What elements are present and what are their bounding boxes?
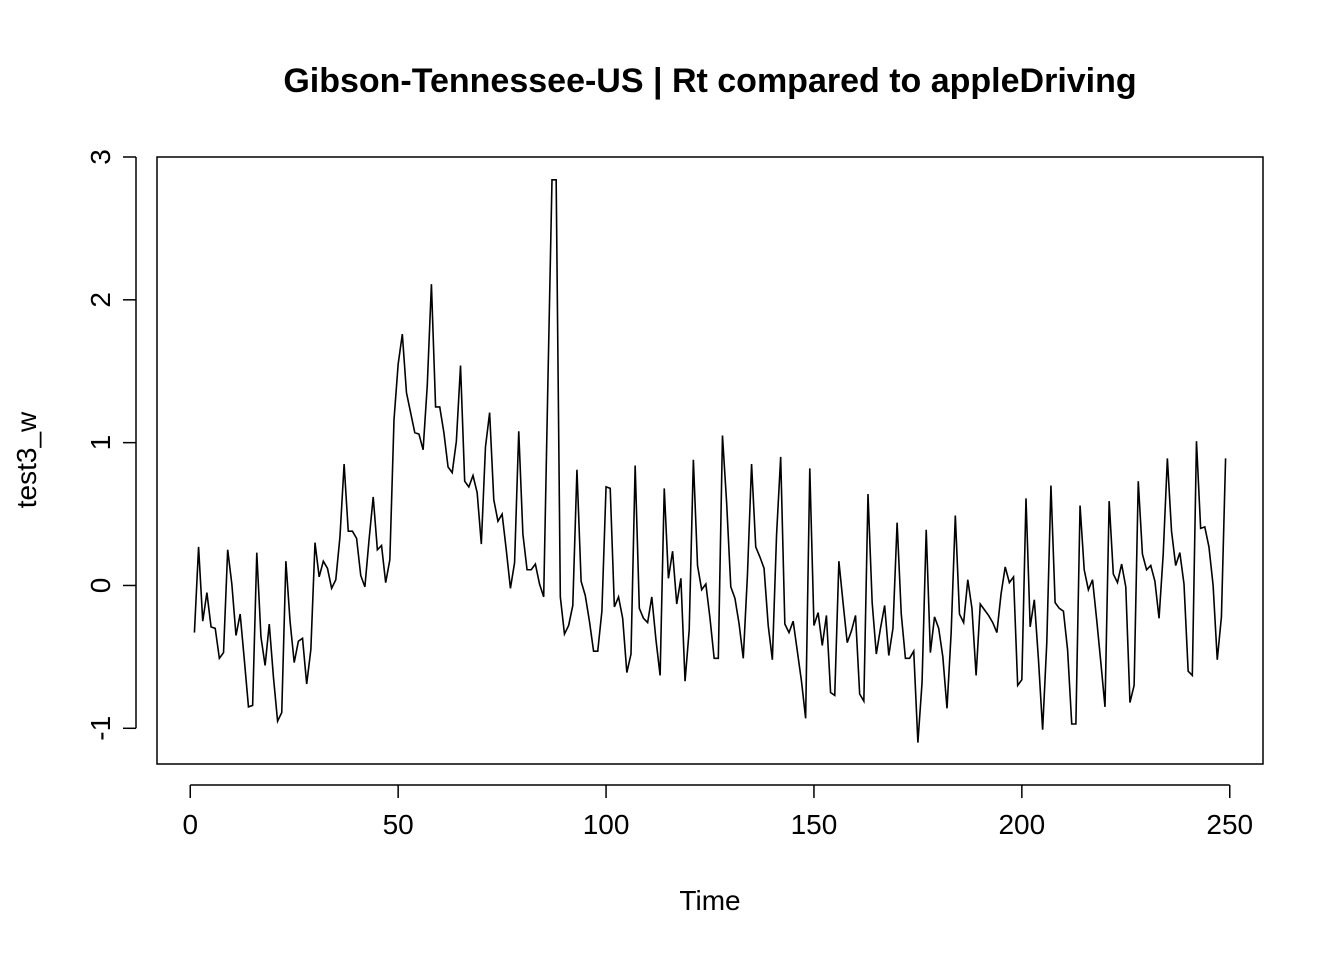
x-tick-label: 50 [383,809,414,840]
x-tick-label: 100 [583,809,630,840]
x-tick-label: 200 [998,809,1045,840]
y-axis-label: test3_w [11,411,42,508]
series-layer [193,179,1227,743]
chart-title: Gibson-Tennessee-US | Rt compared to app… [283,62,1136,100]
x-tick-label: 0 [182,809,198,840]
x-axis-label: Time [679,885,740,916]
x-tick-label: 150 [791,809,838,840]
y-tick-label: 2 [85,292,116,308]
y-tick-label: 3 [85,149,116,165]
plot-frame [156,156,1264,765]
series-line-0 [193,179,1227,743]
x-tick-label: 250 [1206,809,1253,840]
y-tick-label: -1 [85,716,116,741]
x-axis: 0 50 100 150 200 250 [182,784,1253,840]
y-tick-label: 0 [85,578,116,594]
y-tick-label: 1 [85,435,116,451]
y-axis: -1 0 1 2 3 [85,149,137,741]
